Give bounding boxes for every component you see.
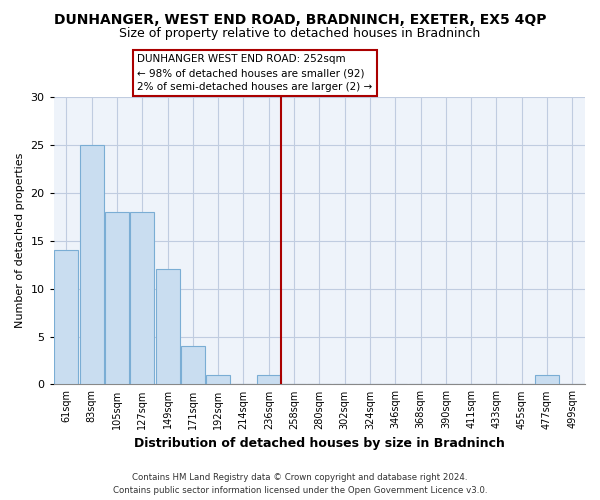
- Text: Contains HM Land Registry data © Crown copyright and database right 2024.
Contai: Contains HM Land Registry data © Crown c…: [113, 474, 487, 495]
- Bar: [181, 346, 205, 385]
- Bar: [155, 270, 179, 384]
- Bar: [105, 212, 129, 384]
- Text: Size of property relative to detached houses in Bradninch: Size of property relative to detached ho…: [119, 28, 481, 40]
- X-axis label: Distribution of detached houses by size in Bradninch: Distribution of detached houses by size …: [134, 437, 505, 450]
- Bar: [257, 375, 281, 384]
- Text: DUNHANGER WEST END ROAD: 252sqm
← 98% of detached houses are smaller (92)
2% of : DUNHANGER WEST END ROAD: 252sqm ← 98% of…: [137, 54, 373, 92]
- Bar: [80, 145, 104, 384]
- Text: DUNHANGER, WEST END ROAD, BRADNINCH, EXETER, EX5 4QP: DUNHANGER, WEST END ROAD, BRADNINCH, EXE…: [54, 12, 546, 26]
- Y-axis label: Number of detached properties: Number of detached properties: [15, 153, 25, 328]
- Bar: [206, 375, 230, 384]
- Bar: [55, 250, 79, 384]
- Bar: [535, 375, 559, 384]
- Bar: [130, 212, 154, 384]
